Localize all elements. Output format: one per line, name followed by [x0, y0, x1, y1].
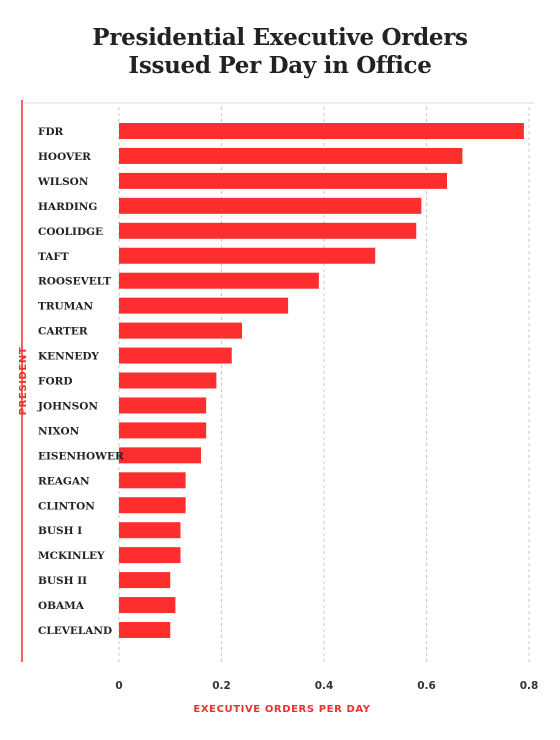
bar: [119, 497, 186, 514]
bar: [119, 372, 217, 389]
category-label: CLINTON: [38, 500, 95, 512]
category-label: TAFT: [38, 251, 69, 263]
x-tick-label: 0.2: [212, 680, 231, 692]
bar: [119, 197, 422, 214]
x-tick-label: 0.4: [315, 680, 334, 692]
bar: [119, 522, 181, 539]
category-label: COOLIDGE: [38, 226, 103, 238]
x-tick-label: 0.6: [417, 680, 436, 692]
category-label: HARDING: [38, 201, 97, 213]
bar: [119, 147, 463, 164]
x-tick-label: 0: [115, 680, 122, 692]
category-label: ROOSEVELT: [38, 276, 111, 288]
bar: [119, 123, 524, 139]
bar: [119, 347, 232, 364]
x-axis-label: EXECUTIVE ORDERS PER DAY: [193, 704, 370, 715]
bars: [119, 123, 524, 638]
bar: [119, 322, 242, 339]
bar: [119, 447, 201, 464]
category-label: KENNEDY: [38, 351, 99, 363]
chart-title-line-1: Presidential Executive Orders: [92, 24, 468, 51]
chart-title-line-2: Issued Per Day in Office: [128, 52, 432, 79]
category-label: HOOVER: [38, 151, 91, 163]
category-label: OBAMA: [38, 600, 85, 612]
bar: [119, 622, 171, 638]
bar: [119, 297, 289, 314]
bar: [119, 397, 207, 414]
category-label: JOHNSON: [37, 400, 98, 412]
category-label: FORD: [38, 376, 72, 388]
bar: [119, 472, 186, 489]
category-label: EISENHOWER: [38, 450, 124, 462]
category-label: BUSH I: [38, 525, 82, 537]
category-label: REAGAN: [38, 475, 90, 487]
bar: [119, 172, 447, 189]
y-axis-label: PRESIDENT: [18, 347, 29, 416]
chart-title: Presidential Executive Orders Issued Per…: [0, 24, 560, 80]
category-label: MCKINLEY: [38, 550, 105, 562]
category-label: CLEVELAND: [38, 625, 112, 637]
bar: [119, 572, 171, 589]
category-label: NIXON: [38, 425, 80, 437]
bar: [119, 597, 176, 614]
bar: [119, 247, 376, 264]
category-label: FDR: [38, 126, 64, 138]
category-labels: FDR HOOVER WILSON HARDING COOLIDGE TAFT ROOSEV…: [37, 126, 124, 637]
bar: [119, 547, 181, 564]
x-tick-labels: 0 0.2 0.4 0.6 0.8: [115, 680, 538, 692]
x-tick-label: 0.8: [520, 680, 539, 692]
bar: [119, 422, 207, 439]
category-label: TRUMAN: [38, 301, 93, 313]
category-label: BUSH II: [38, 575, 87, 587]
bar: [119, 222, 417, 239]
bar: [119, 272, 319, 289]
category-label: CARTER: [38, 326, 88, 338]
category-label: WILSON: [37, 176, 89, 188]
